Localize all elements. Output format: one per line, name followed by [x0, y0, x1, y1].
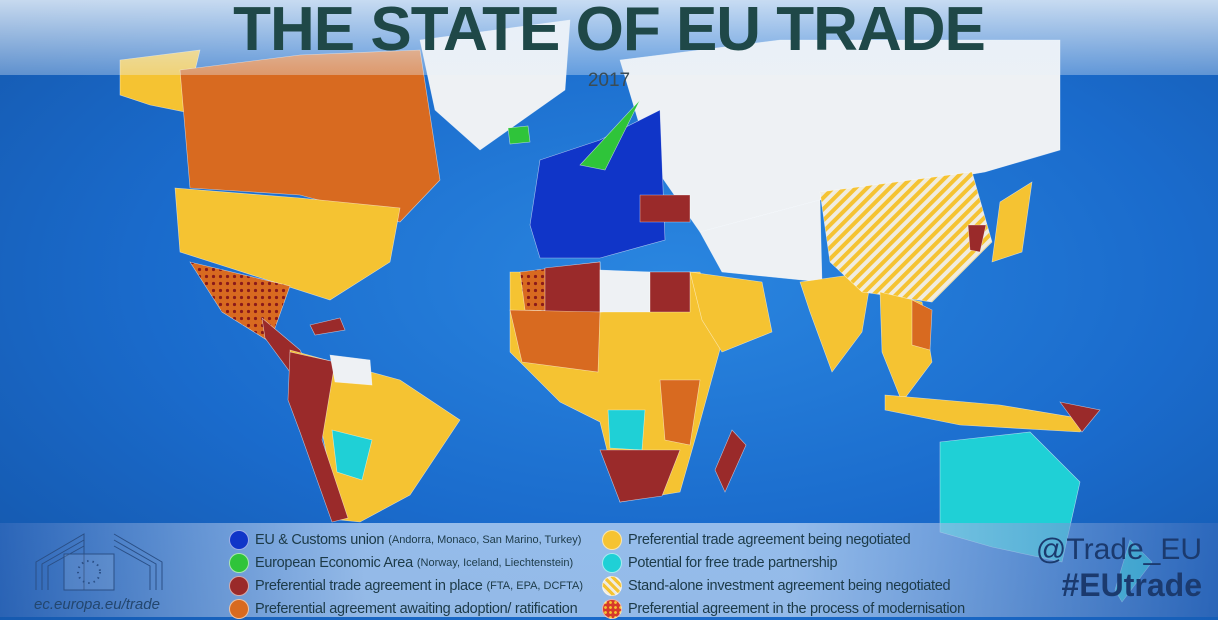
legend-item-eea: European Economic Area (Norway, Iceland, …: [229, 551, 583, 574]
east-africa: [659, 379, 701, 446]
legend-item-modernisation: Preferential agreement in the process of…: [602, 597, 965, 620]
twitter-handle[interactable]: @Trade_EU: [1035, 533, 1202, 566]
legend-item-agreement-in-place: Preferential trade agreement in place (FT…: [229, 574, 583, 597]
hatched-circle-icon: [602, 575, 622, 596]
madagascar: [714, 429, 747, 493]
page-title: THE STATE OF EU TRADE: [233, 0, 986, 64]
china: [819, 171, 993, 303]
middle-east: [689, 271, 773, 353]
angola: [607, 409, 646, 451]
website-link[interactable]: ec.europa.eu/trade: [34, 596, 160, 613]
europe: [529, 109, 666, 259]
libya: [599, 269, 651, 313]
venezuela: [329, 354, 373, 386]
caribbean: [309, 317, 346, 336]
legend-column-2: Preferential trade agreement being negot…: [602, 528, 965, 620]
legend-column-1: EU & Customs union (Andorra, Monaco, San …: [229, 528, 583, 620]
indonesia: [884, 394, 1091, 433]
year-label: 2017: [587, 70, 631, 91]
hashtag[interactable]: #EUtrade: [1061, 567, 1203, 603]
legend-item-being-negotiated: Preferential trade agreement being negot…: [602, 528, 965, 551]
european-commission-logo: [35, 533, 163, 591]
papua-new-guinea: [1059, 401, 1101, 433]
yellow-circle-icon: [602, 529, 622, 550]
legend-item-potential-partnership: Potential for free trade partnership: [602, 551, 965, 574]
japan: [991, 181, 1033, 263]
southern-africa: [599, 449, 681, 503]
egypt: [649, 271, 691, 313]
legend-item-investment-agreement: Stand-alone investment agreement being n…: [602, 574, 965, 597]
blue-circle-icon: [229, 529, 249, 550]
korea: [967, 224, 987, 253]
bolivia: [331, 429, 373, 481]
dotted-circle-icon: [602, 598, 622, 619]
vietnam: [911, 299, 933, 351]
legend-item-eu-customs-union: EU & Customs union (Andorra, Monaco, San …: [229, 528, 583, 551]
red-circle-icon: [229, 575, 249, 596]
orange-circle-icon: [229, 598, 249, 619]
iceland: [507, 125, 531, 145]
usa: [174, 187, 401, 301]
ukraine: [639, 194, 691, 223]
norway: [579, 99, 641, 171]
cyan-circle-icon: [602, 552, 622, 573]
west-africa: [509, 309, 601, 373]
andean-countries: [287, 351, 349, 523]
green-circle-icon: [229, 552, 249, 573]
title-band: [0, 0, 1218, 75]
north-africa: [544, 261, 601, 313]
